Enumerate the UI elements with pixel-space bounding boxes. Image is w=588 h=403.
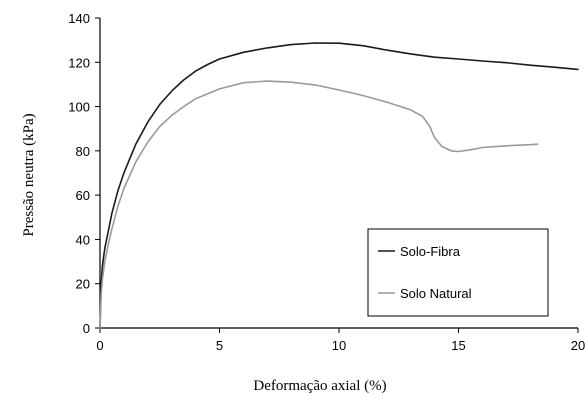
legend-box (367, 228, 549, 317)
y-ticks: 0 20 40 60 80 100 120 140 (68, 11, 100, 336)
x-tick-label: 20 (571, 338, 585, 353)
y-tick-label: 0 (83, 321, 90, 336)
x-axis-label: Deformação axial (%) (253, 378, 386, 394)
x-tick-label: 15 (451, 338, 465, 353)
x-tick-label: 10 (332, 338, 346, 353)
y-tick-label: 40 (76, 232, 90, 247)
x-ticks: 0 5 10 15 20 (96, 328, 585, 353)
legend: Solo-Fibra Solo Natural (367, 228, 549, 317)
legend-label-solo-fibra: Solo-Fibra (400, 244, 461, 259)
y-tick-label: 20 (76, 277, 90, 292)
series-layer (99, 42, 579, 329)
x-tick-label: 5 (216, 338, 223, 353)
y-tick-label: 80 (76, 144, 90, 159)
legend-label-solo-natural: Solo Natural (400, 286, 472, 301)
x-tick-label: 0 (96, 338, 103, 353)
series-line-solo-fibra (99, 42, 579, 329)
y-tick-label: 120 (68, 55, 90, 70)
series-line-solo-natural (99, 80, 539, 329)
y-tick-label: 140 (68, 11, 90, 26)
y-tick-label: 100 (68, 100, 90, 115)
y-axis-label: Pressão neutra (kPa) (21, 113, 37, 236)
y-tick-label: 60 (76, 188, 90, 203)
